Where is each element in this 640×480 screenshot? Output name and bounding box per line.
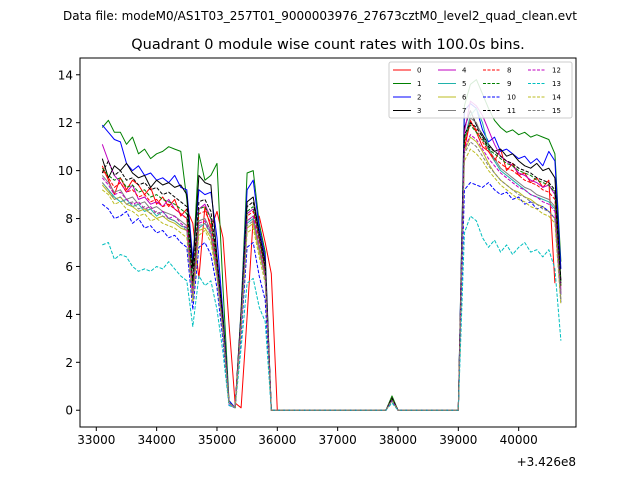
legend-label-7: 7 xyxy=(462,107,466,115)
y-tick-label: 14 xyxy=(58,68,73,82)
y-tick-label: 4 xyxy=(65,308,73,322)
legend-label-10: 10 xyxy=(507,94,516,102)
figure-suptitle: Data file: modeM0/AS1T03_257T01_90000039… xyxy=(63,9,577,23)
legend-label-4: 4 xyxy=(462,67,467,75)
y-tick-label: 2 xyxy=(65,356,73,370)
y-tick-label: 6 xyxy=(65,260,73,274)
x-tick-label: 36000 xyxy=(258,433,296,447)
legend-label-5: 5 xyxy=(462,80,466,88)
legend-label-1: 1 xyxy=(417,80,421,88)
x-tick-label: 38000 xyxy=(379,433,417,447)
x-tick-label: 34000 xyxy=(138,433,176,447)
chart-title: Quadrant 0 module wise count rates with … xyxy=(131,37,525,53)
series-line-14 xyxy=(101,148,562,411)
y-tick-label: 12 xyxy=(58,116,73,130)
legend-label-13: 13 xyxy=(552,80,561,88)
y-tick-label: 10 xyxy=(58,164,73,178)
series-line-5 xyxy=(101,107,562,411)
legend-label-3: 3 xyxy=(417,107,421,115)
x-tick-label: 37000 xyxy=(319,433,357,447)
series-line-13 xyxy=(102,215,562,411)
series-line-1 xyxy=(101,79,562,411)
legend-label-0: 0 xyxy=(417,67,421,75)
legend-label-8: 8 xyxy=(507,67,511,75)
series-line-9 xyxy=(101,124,562,411)
legend-box xyxy=(388,61,573,119)
series-line-6 xyxy=(101,136,562,411)
legend-label-6: 6 xyxy=(462,94,467,102)
legend-label-11: 11 xyxy=(507,107,516,115)
plot-area xyxy=(101,79,562,411)
series-line-12 xyxy=(101,134,562,411)
series-line-11 xyxy=(101,122,562,411)
axes-frame xyxy=(79,57,577,428)
series-line-8 xyxy=(101,122,562,411)
y-tick-label: 0 xyxy=(65,404,73,418)
x-tick-label: 35000 xyxy=(198,433,236,447)
series-line-15 xyxy=(101,141,562,411)
x-axis: 33000 34000 35000 36000 37000 38000 39000 40000 xyxy=(77,427,538,447)
y-axis: 0 2 4 6 8 10 12 14 xyxy=(58,68,80,418)
legend-label-9: 9 xyxy=(507,80,511,88)
y-tick-label: 8 xyxy=(65,212,73,226)
series-line-10 xyxy=(101,182,562,411)
x-tick-label: 40000 xyxy=(500,433,538,447)
legend-label-15: 15 xyxy=(552,107,561,115)
legend-label-12: 12 xyxy=(552,67,561,75)
x-axis-offset-label: +3.426e8 xyxy=(517,455,576,469)
x-tick-label: 33000 xyxy=(77,433,115,447)
legend-label-14: 14 xyxy=(552,94,561,102)
x-tick-label: 39000 xyxy=(439,433,477,447)
legend-label-2: 2 xyxy=(417,94,421,102)
